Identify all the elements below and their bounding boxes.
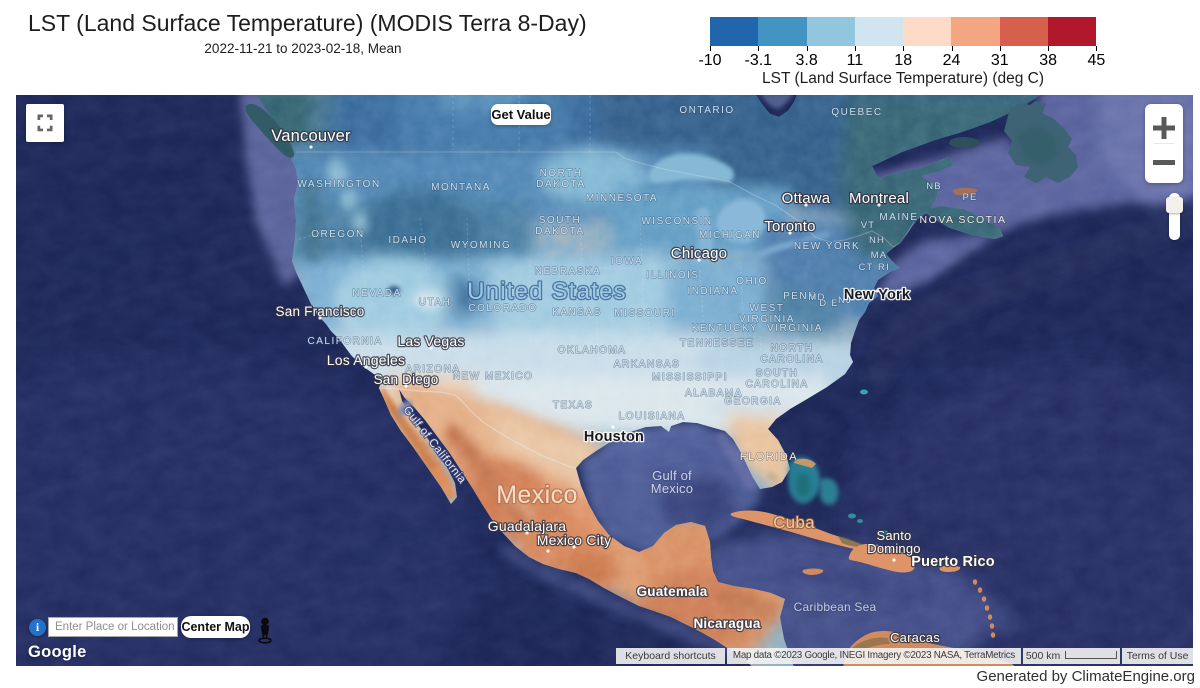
svg-text:CAROLINA: CAROLINA <box>745 379 808 390</box>
svg-text:Cuba: Cuba <box>773 513 815 532</box>
svg-text:ALABAMA: ALABAMA <box>685 388 743 399</box>
svg-text:MISSISSIPPI: MISSISSIPPI <box>652 372 728 383</box>
svg-text:Puerto Rico: Puerto Rico <box>911 554 995 570</box>
svg-text:MAINE: MAINE <box>879 212 918 223</box>
svg-text:RI: RI <box>878 262 890 273</box>
svg-text:IDAHO: IDAHO <box>388 235 427 246</box>
svg-text:MD: MD <box>808 292 825 303</box>
svg-text:San Francisco: San Francisco <box>276 304 365 319</box>
svg-text:NORTH: NORTH <box>771 343 814 354</box>
svg-text:WYOMING: WYOMING <box>451 240 512 251</box>
svg-text:QUEBEC: QUEBEC <box>831 107 882 118</box>
svg-text:Domingo: Domingo <box>867 541 920 556</box>
svg-text:New York: New York <box>844 287 911 303</box>
svg-text:PENN: PENN <box>783 291 817 302</box>
svg-text:WEST: WEST <box>750 303 785 314</box>
svg-text:Mexico City: Mexico City <box>537 532 612 548</box>
svg-text:Toronto: Toronto <box>764 218 815 235</box>
svg-text:Caribbean Sea: Caribbean Sea <box>794 600 877 614</box>
svg-text:NEW YORK: NEW YORK <box>794 241 860 252</box>
svg-text:United States: United States <box>467 278 627 305</box>
svg-text:VT: VT <box>861 220 876 231</box>
svg-text:PE: PE <box>962 192 977 203</box>
svg-text:DAKOTA: DAKOTA <box>536 179 585 190</box>
svg-text:OREGON: OREGON <box>311 229 364 240</box>
svg-text:Mexico: Mexico <box>496 481 578 509</box>
svg-text:KENTUCKY: KENTUCKY <box>692 323 758 334</box>
svg-text:Santo: Santo <box>877 528 912 543</box>
svg-text:FLORIDA: FLORIDA <box>740 451 798 463</box>
svg-text:TEXAS: TEXAS <box>553 400 593 411</box>
svg-text:San Diego: San Diego <box>374 372 439 387</box>
svg-text:Nicaragua: Nicaragua <box>693 616 760 631</box>
svg-text:ARKANSAS: ARKANSAS <box>614 359 680 370</box>
svg-text:NB: NB <box>926 181 942 192</box>
svg-text:WISCONSIN: WISCONSIN <box>641 216 712 227</box>
svg-text:NJ: NJ <box>838 295 852 306</box>
svg-text:NEVADA: NEVADA <box>352 288 401 299</box>
svg-text:VIRGINIA: VIRGINIA <box>739 314 795 325</box>
svg-text:LOUISIANA: LOUISIANA <box>619 411 686 422</box>
svg-text:SOUTH: SOUTH <box>539 215 582 226</box>
svg-text:MICHIGAN: MICHIGAN <box>699 230 761 241</box>
svg-text:Gulf of: Gulf of <box>652 468 692 483</box>
svg-text:Vancouver: Vancouver <box>271 127 351 145</box>
svg-text:WASHINGTON: WASHINGTON <box>297 179 380 190</box>
svg-text:Chicago: Chicago <box>671 245 727 262</box>
svg-text:OHIO: OHIO <box>736 276 768 287</box>
svg-text:Las Vegas: Las Vegas <box>397 333 464 349</box>
svg-text:Houston: Houston <box>584 429 644 445</box>
svg-text:UTAH: UTAH <box>419 297 451 308</box>
svg-text:DAKOTA: DAKOTA <box>535 226 584 237</box>
svg-text:MONTANA: MONTANA <box>431 182 491 193</box>
svg-text:Guatemala: Guatemala <box>637 584 708 599</box>
svg-text:MISSOURI: MISSOURI <box>614 308 675 319</box>
svg-text:CALIFORNIA: CALIFORNIA <box>307 336 382 347</box>
svg-text:MA: MA <box>871 250 888 261</box>
svg-text:Los Angeles: Los Angeles <box>327 352 405 368</box>
svg-text:ILLINOIS: ILLINOIS <box>646 270 699 281</box>
svg-text:VIRGINIA: VIRGINIA <box>767 323 823 334</box>
svg-text:TENNESSEE: TENNESSEE <box>680 338 754 349</box>
svg-text:ARIZONA: ARIZONA <box>406 364 461 375</box>
svg-text:ONTARIO: ONTARIO <box>679 105 734 116</box>
svg-text:Mexico: Mexico <box>651 481 693 496</box>
svg-text:GEORGIA: GEORGIA <box>724 396 781 407</box>
svg-text:NOVA SCOTIA: NOVA SCOTIA <box>920 214 1007 226</box>
svg-text:NORTH: NORTH <box>540 168 583 179</box>
svg-text:Guadalajara: Guadalajara <box>488 518 566 534</box>
svg-text:D E: D E <box>819 298 838 309</box>
svg-text:IOWA: IOWA <box>611 256 643 267</box>
svg-text:SOUTH: SOUTH <box>756 368 799 379</box>
svg-text:INDIANA: INDIANA <box>687 286 738 297</box>
svg-text:OKLAHOMA: OKLAHOMA <box>558 345 627 356</box>
svg-text:Caracas: Caracas <box>890 630 940 645</box>
svg-text:MINNESOTA: MINNESOTA <box>586 193 658 204</box>
svg-text:NEW MEXICO: NEW MEXICO <box>453 371 534 382</box>
svg-text:KANSAS: KANSAS <box>552 307 602 318</box>
svg-text:COLORADO: COLORADO <box>468 303 537 314</box>
svg-text:NH: NH <box>869 235 885 246</box>
svg-text:CAROLINA: CAROLINA <box>760 354 823 365</box>
svg-text:Montreal: Montreal <box>849 190 909 207</box>
svg-text:Ottawa: Ottawa <box>782 190 831 207</box>
svg-text:NEBRASKA: NEBRASKA <box>535 266 601 277</box>
svg-text:CT: CT <box>858 262 873 273</box>
